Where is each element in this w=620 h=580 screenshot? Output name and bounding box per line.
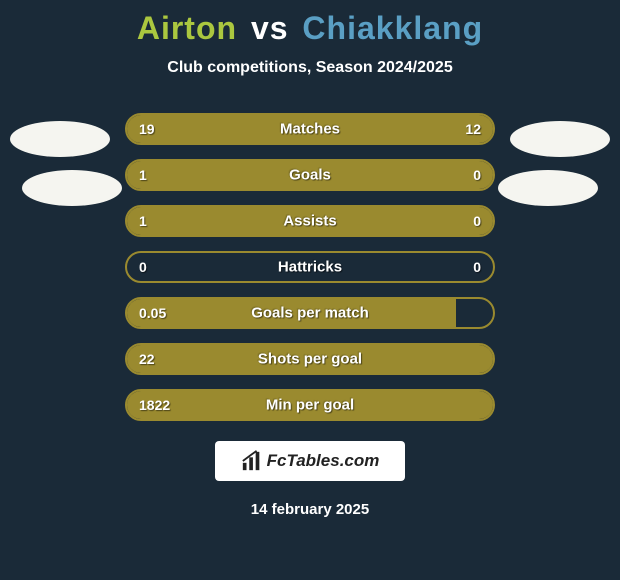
bar-value-left: 0.05 — [139, 305, 166, 321]
bar-value-left: 19 — [139, 121, 155, 137]
player1-name: Airton — [137, 10, 237, 46]
vs-label: vs — [251, 10, 289, 46]
player2-name: Chiakklang — [302, 10, 483, 46]
stat-bar: Assists1 0 — [125, 205, 495, 237]
stat-bar: Hattricks0 0 — [125, 251, 495, 283]
bar-value-left: 22 — [139, 351, 155, 367]
subtitle: Club competitions, Season 2024/2025 — [0, 59, 620, 77]
bar-value-right: 0 — [473, 259, 481, 275]
date-label: 14 february 2025 — [0, 501, 620, 518]
bar-value-right: 0 — [473, 213, 481, 229]
player1-logo-2 — [22, 170, 122, 206]
bar-value-right: 12 — [465, 121, 481, 137]
bar-label: Goals — [125, 167, 495, 184]
stat-bar: Goals per match0.05 — [125, 297, 495, 329]
watermark: FcTables.com — [215, 441, 405, 481]
player2-logo-2 — [498, 170, 598, 206]
stat-bar: Matches19 12 — [125, 113, 495, 145]
bar-label: Assists — [125, 213, 495, 230]
stat-bar: Goals1 0 — [125, 159, 495, 191]
watermark-text: FcTables.com — [267, 451, 380, 471]
bar-label: Hattricks — [125, 259, 495, 276]
bar-value-right: 0 — [473, 167, 481, 183]
comparison-title: Airton vs Chiakklang — [0, 0, 620, 47]
player1-logo-1 — [10, 121, 110, 157]
player2-logo-1 — [510, 121, 610, 157]
stat-bar: Shots per goal22 — [125, 343, 495, 375]
bar-label: Min per goal — [125, 397, 495, 414]
stats-bars: Matches1912Goals10Assists10Hattricks00Go… — [125, 113, 495, 421]
bar-chart-icon — [241, 450, 263, 472]
bar-value-left: 0 — [139, 259, 147, 275]
bar-value-left: 1 — [139, 213, 147, 229]
bar-label: Goals per match — [125, 305, 495, 322]
stat-bar: Min per goal1822 — [125, 389, 495, 421]
bar-label: Matches — [125, 121, 495, 138]
bar-value-left: 1822 — [139, 397, 170, 413]
bar-value-left: 1 — [139, 167, 147, 183]
bar-label: Shots per goal — [125, 351, 495, 368]
